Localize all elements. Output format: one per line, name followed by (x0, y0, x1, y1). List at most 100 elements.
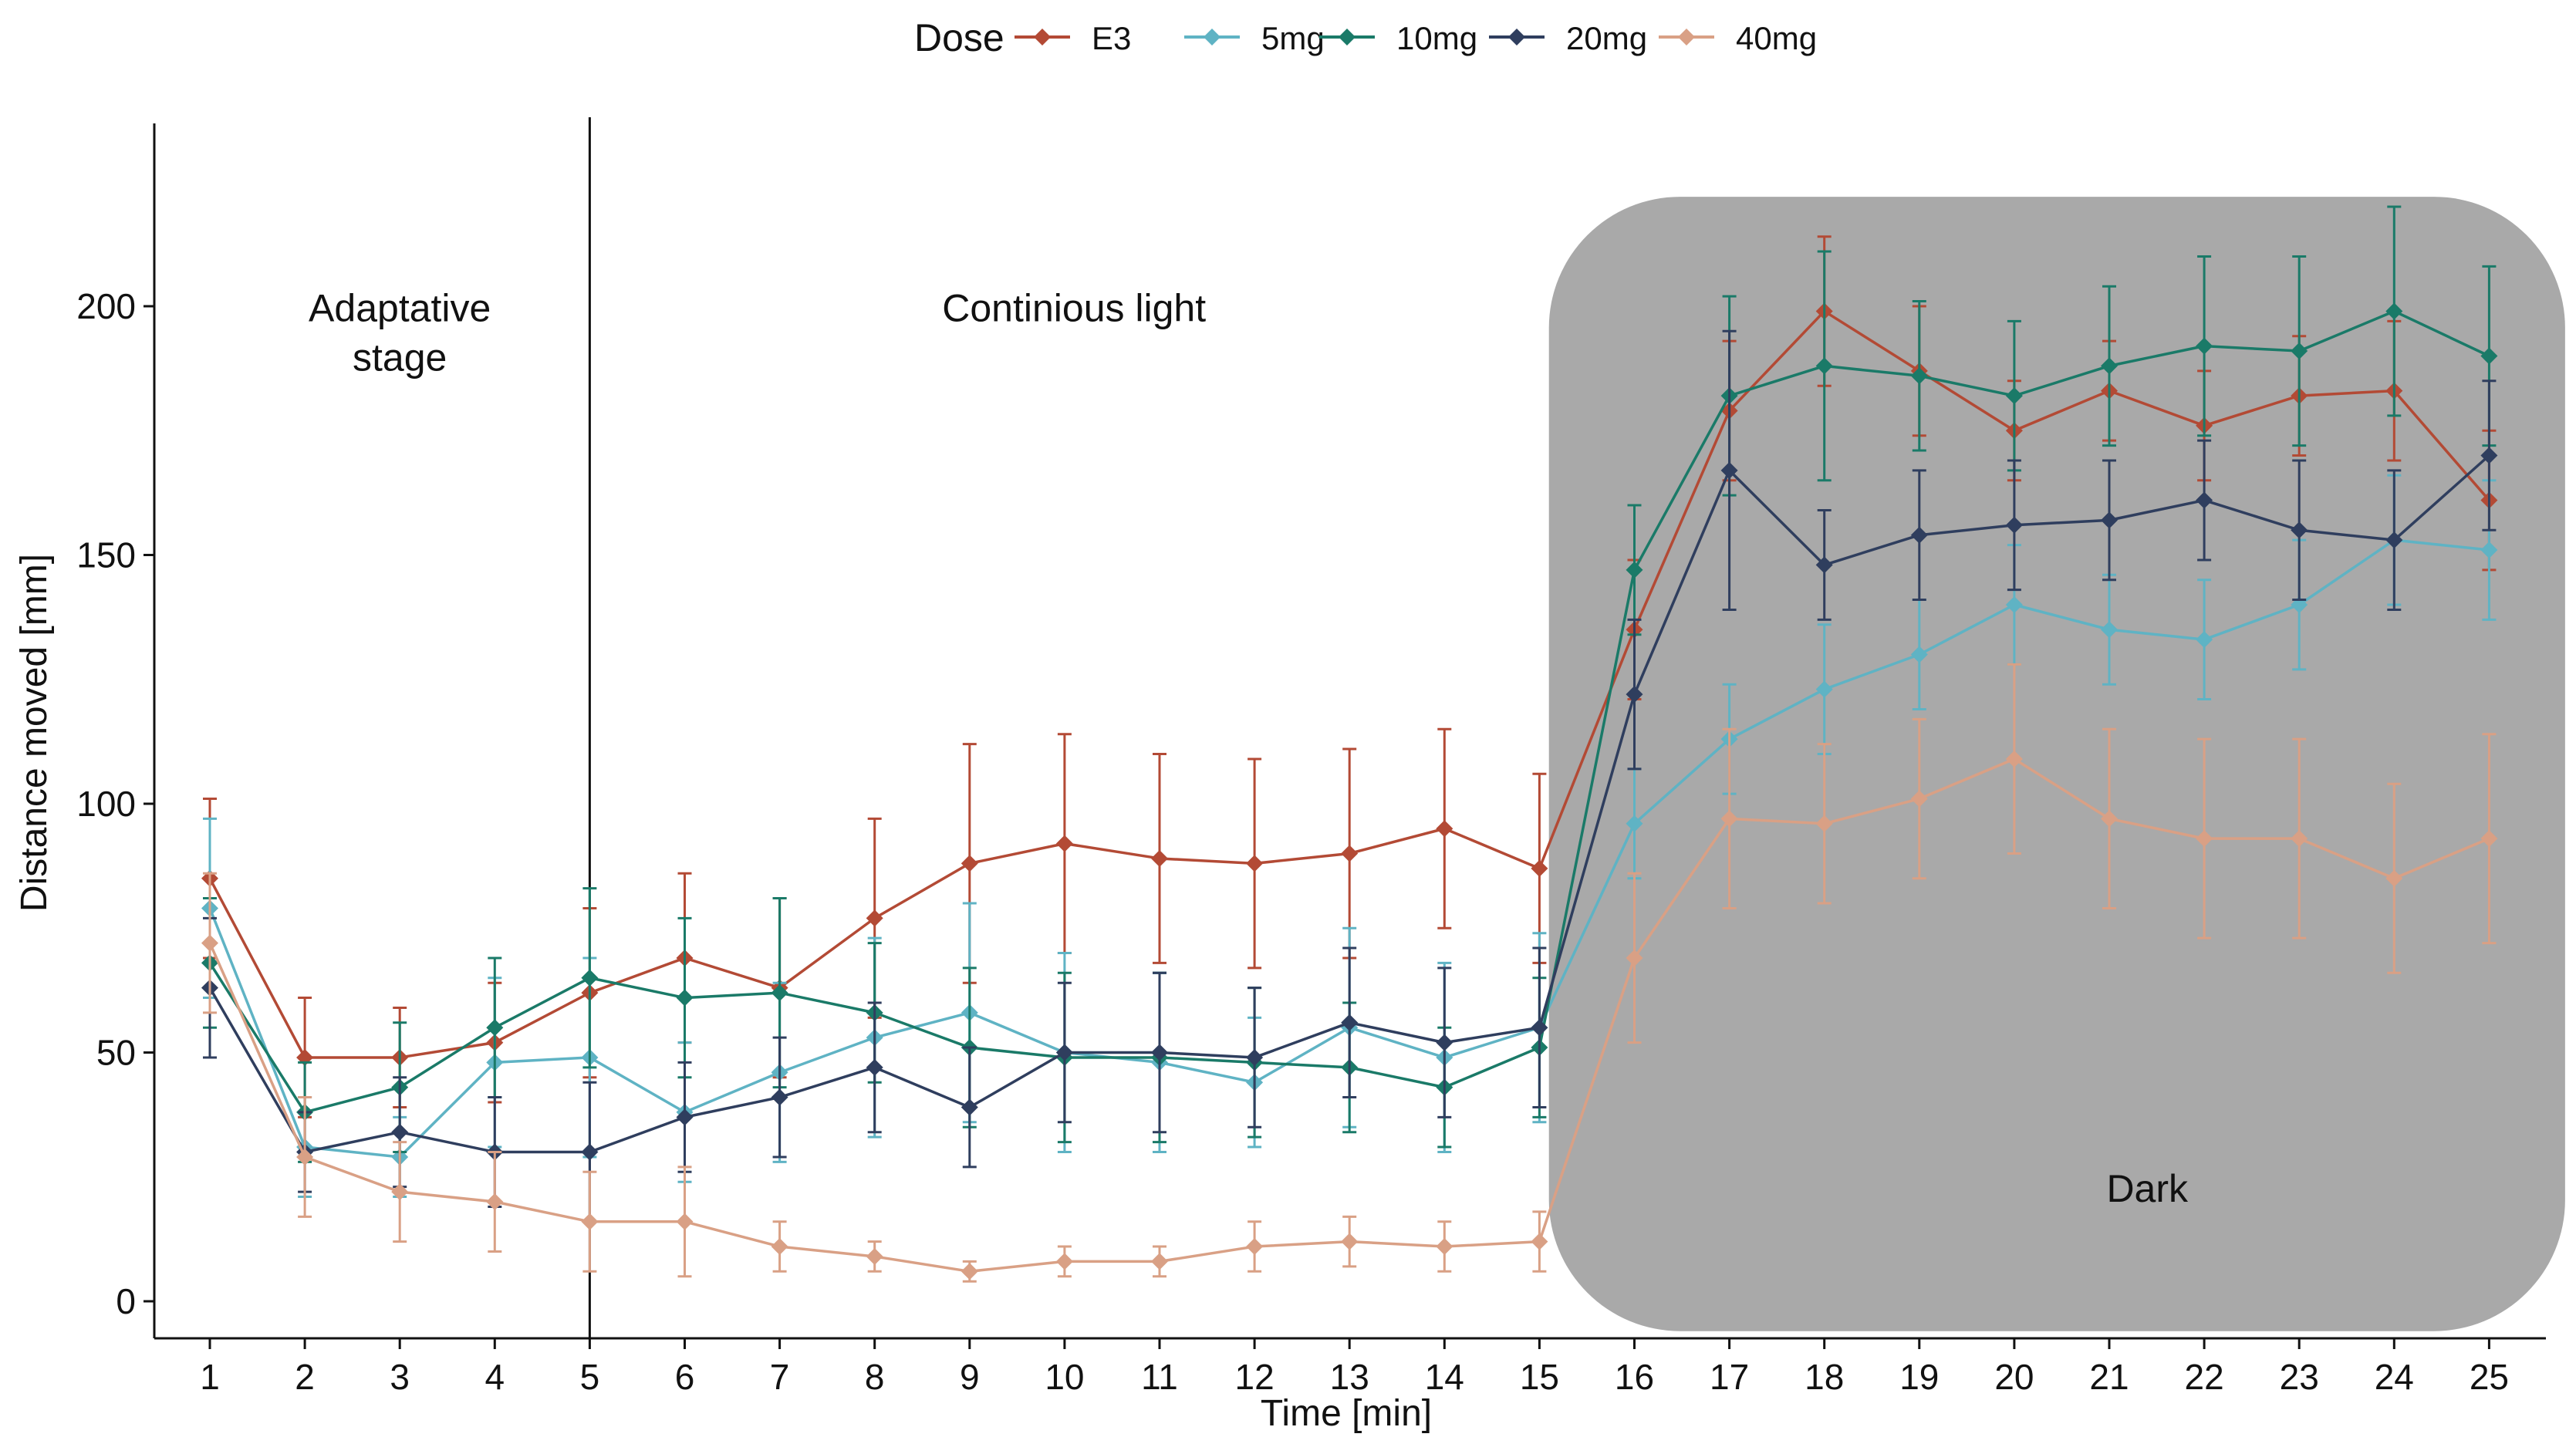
legend-item-20mg: 20mg (1489, 20, 1647, 56)
x-tick-label: 15 (1520, 1357, 1559, 1397)
data-point (2196, 830, 2213, 848)
data-point (771, 1238, 788, 1256)
data-point (581, 1143, 599, 1161)
x-tick-label: 25 (2470, 1357, 2509, 1397)
data-point (2480, 830, 2498, 848)
data-point (1720, 461, 1738, 479)
data-point (771, 1088, 788, 1106)
data-point (391, 1123, 409, 1141)
x-tick-label: 14 (1425, 1357, 1464, 1397)
data-point (1341, 1014, 1359, 1031)
data-point (2196, 631, 2213, 649)
x-axis-title: Time [min] (1261, 1393, 1432, 1434)
data-point (1531, 1233, 1548, 1250)
legend-label: 40mg (1736, 20, 1817, 56)
legend-label: E3 (1092, 20, 1131, 56)
data-point (2385, 869, 2403, 887)
legend-item-E3: E3 (1015, 20, 1131, 56)
x-tick-label: 23 (2280, 1357, 2319, 1397)
data-point (1626, 815, 1643, 832)
data-point (2196, 337, 2213, 355)
data-point (1151, 1044, 1168, 1061)
annotation-dark: Dark (2106, 1167, 2189, 1210)
data-point (1055, 1044, 1073, 1061)
legend-item-5mg: 5mg (1184, 20, 1325, 56)
data-point (2196, 491, 2213, 509)
data-point (1531, 1019, 1548, 1037)
data-point (1341, 1233, 1359, 1250)
legend-swatch-marker (1678, 29, 1695, 46)
x-tick-label: 11 (1141, 1357, 1178, 1397)
legend-swatch-marker (1339, 29, 1356, 46)
data-point (1436, 1034, 1453, 1051)
data-point (1910, 367, 1928, 385)
y-axis-title: Distance moved [mm] (14, 554, 55, 912)
data-point (1815, 815, 1833, 832)
data-point (2005, 387, 2023, 405)
data-point (1151, 849, 1168, 867)
data-point (391, 1183, 409, 1201)
x-tick-label: 3 (390, 1357, 410, 1397)
annotation-text: Continious light (942, 286, 1206, 329)
x-tick-label: 8 (865, 1357, 885, 1397)
data-point (201, 934, 218, 952)
data-point (2005, 516, 2023, 534)
legend-title: Dose (914, 16, 1004, 59)
x-tick-label: 6 (675, 1357, 695, 1397)
data-point (2291, 342, 2308, 360)
x-tick-label: 19 (1899, 1357, 1939, 1397)
data-point (1626, 561, 1643, 579)
x-tick-label: 13 (1330, 1357, 1369, 1397)
data-point (1436, 1238, 1453, 1256)
data-point (581, 1213, 599, 1230)
data-point (1815, 680, 1833, 698)
y-ticks: 0 50 100 150 200 (76, 286, 154, 1321)
data-point (1815, 357, 1833, 375)
data-point (771, 984, 788, 1002)
data-point (2101, 511, 2118, 529)
data-point (866, 1247, 883, 1265)
series-40mg (201, 663, 2498, 1283)
data-point (2385, 531, 2403, 549)
data-point (1246, 855, 1264, 872)
x-tick-label: 18 (1805, 1357, 1844, 1397)
data-point (1055, 835, 1073, 852)
data-point (866, 1058, 883, 1076)
data-point (1341, 845, 1359, 862)
legend-label: 10mg (1396, 20, 1477, 56)
x-tick-label: 17 (1710, 1357, 1749, 1397)
data-point (1910, 790, 1928, 808)
x-tick-label: 4 (485, 1357, 505, 1397)
annotation-text: Dark (2106, 1167, 2189, 1210)
data-point (2101, 357, 2118, 375)
data-point (961, 1098, 978, 1116)
data-point (2291, 830, 2308, 848)
data-point (2291, 521, 2308, 539)
annotation-adaptative: Adaptative stage (309, 286, 491, 379)
dark-region (1548, 197, 2565, 1331)
data-point (296, 1148, 314, 1166)
x-tick-label: 24 (2375, 1357, 2414, 1397)
x-tick-label: 1 (200, 1357, 220, 1397)
annotation-text: stage (353, 336, 447, 379)
y-tick-label: 200 (76, 286, 136, 326)
x-tick-label: 22 (2185, 1357, 2224, 1397)
data-point (961, 1263, 978, 1280)
x-tick-label: 12 (1235, 1357, 1274, 1397)
data-point (676, 1213, 694, 1230)
y-tick-label: 100 (76, 784, 136, 824)
x-tick-label: 16 (1615, 1357, 1654, 1397)
data-point (1246, 1048, 1264, 1066)
legend-swatch-marker (1204, 29, 1220, 46)
legend-label: 20mg (1566, 20, 1647, 56)
data-point (676, 989, 694, 1007)
y-tick-label: 0 (116, 1281, 136, 1321)
legend-swatch-marker (1034, 29, 1051, 46)
data-point (2480, 541, 2498, 559)
data-point (486, 1019, 504, 1037)
data-point (961, 855, 978, 872)
y-tick-label: 50 (96, 1033, 136, 1073)
data-point (1815, 556, 1833, 574)
data-point (2005, 596, 2023, 613)
